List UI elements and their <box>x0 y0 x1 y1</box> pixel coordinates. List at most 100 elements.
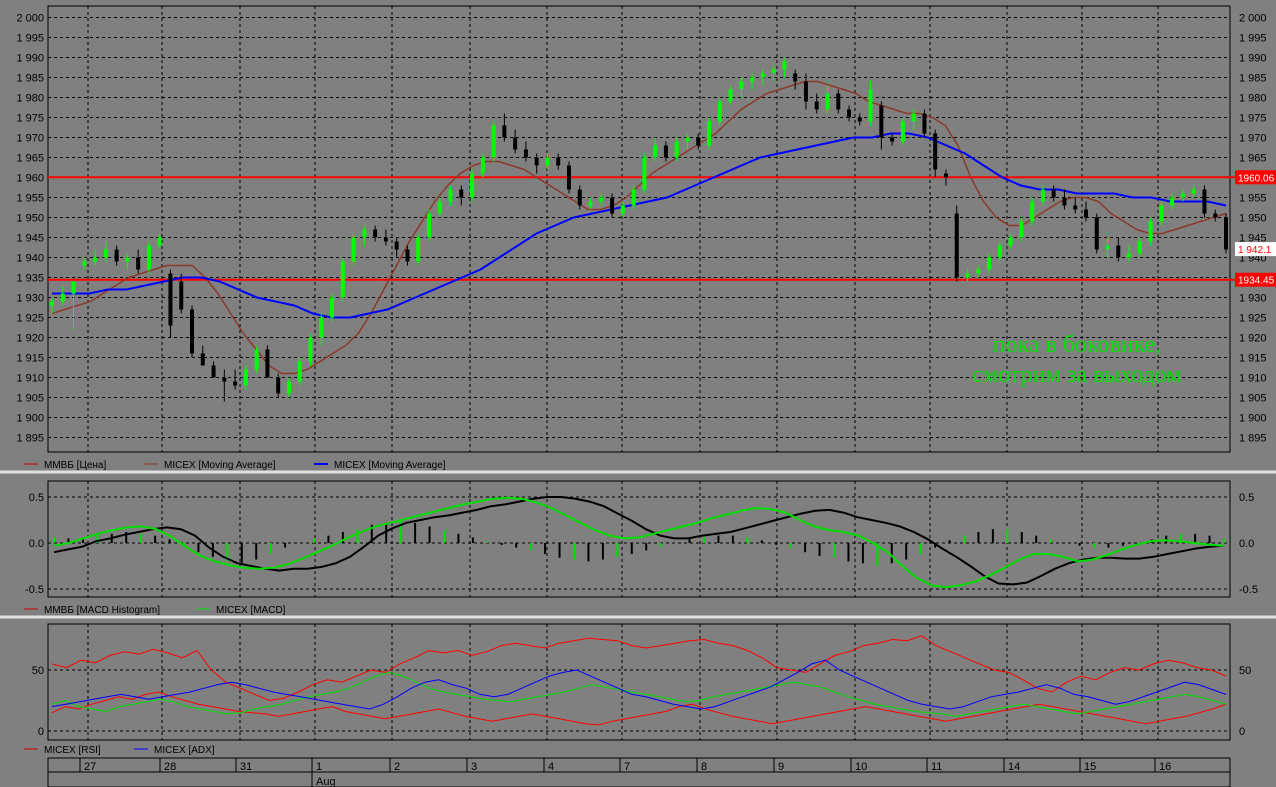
date-label: 31 <box>240 761 252 773</box>
candle-up <box>987 257 992 270</box>
candle-up <box>588 201 593 206</box>
price-axis-left: 1 895 1 900 1 905 1 910 1 915 1 920 1 925 1 930… <box>16 13 44 445</box>
candle-up <box>319 317 324 338</box>
candle-up <box>1030 201 1035 222</box>
candle-up <box>480 157 485 174</box>
candle-up <box>491 125 496 158</box>
candle-down <box>222 377 227 382</box>
y-tick-label: 0.0 <box>1239 538 1254 550</box>
candle-down <box>233 381 238 386</box>
candle-up <box>254 349 259 370</box>
y-tick-label: 1 965 <box>16 153 44 165</box>
annotation-line-1: пока в боковике, <box>993 332 1162 358</box>
price-panel: 1 895 1 900 1 905 1 910 1 915 1 920 1 925 1 930… <box>16 5 1276 453</box>
date-label: 11 <box>931 761 942 773</box>
level-tag-label: 1960.06 <box>1238 173 1275 184</box>
macd-legend: ММВБ [MACD Histogram] MICEX [MACD] <box>24 605 286 616</box>
candle-up <box>297 361 302 382</box>
candle-up <box>782 61 787 70</box>
y-tick-label: 1 985 <box>1239 73 1267 85</box>
y-tick-label: 50 <box>32 665 44 677</box>
candle-up <box>750 77 755 82</box>
legend-label: MICEX [Moving Average] <box>334 460 446 471</box>
candle-down <box>1051 189 1056 198</box>
candle-up <box>771 69 776 74</box>
macd-signal-line <box>53 496 1225 586</box>
date-label: 27 <box>84 761 96 773</box>
candle-up <box>1105 245 1110 250</box>
candle-down <box>577 189 582 206</box>
candle-up <box>351 237 356 262</box>
candle-up <box>674 141 679 158</box>
candle-up <box>1040 189 1045 202</box>
candle-down <box>373 229 378 238</box>
rsi-axis-left: 50 0 <box>32 665 44 738</box>
y-tick-label: 1 955 <box>16 193 44 205</box>
candle-down <box>943 173 948 178</box>
y-tick-label: 2 000 <box>1239 13 1267 25</box>
candle-down <box>190 309 195 354</box>
rsi-line <box>51 635 1227 702</box>
candle-up <box>997 245 1002 258</box>
y-tick-label: 1 895 <box>1239 433 1267 445</box>
candle-up <box>82 261 87 266</box>
y-tick-label: 1 925 <box>1239 313 1267 325</box>
y-tick-label: 1 980 <box>16 93 44 105</box>
month-label: Aug <box>316 776 336 787</box>
ma-long-line <box>52 132 1227 319</box>
candle-down <box>857 117 862 122</box>
candle-up <box>340 261 345 298</box>
date-label: 3 <box>471 761 477 773</box>
date-label: 4 <box>548 761 554 773</box>
candle-up <box>911 113 916 122</box>
candle-up <box>707 121 712 146</box>
price-axis-right: 1 895 1 900 1 905 1 910 1 915 1 920 1 925 1 930… <box>1239 13 1267 445</box>
candle-up <box>760 73 765 78</box>
macd-line <box>53 496 1225 589</box>
date-axis: 27 28 31 1 2 3 4 7 8 9 10 11 14 15 16 Aug <box>47 757 1231 787</box>
candle-up <box>965 273 970 278</box>
candle-up <box>60 293 65 302</box>
candle-down <box>1083 209 1088 218</box>
y-tick-label: 1 930 <box>16 293 44 305</box>
candle-down <box>534 157 539 166</box>
y-tick-label: 1 990 <box>1239 53 1267 65</box>
candle-up <box>1170 197 1175 206</box>
date-label: 8 <box>701 761 707 773</box>
y-tick-label: 1 945 <box>16 233 44 245</box>
candle-down <box>1213 213 1218 218</box>
legend-label: MICEX [RSI] <box>44 745 101 756</box>
candle-down <box>200 353 205 366</box>
candle-up <box>1159 205 1164 222</box>
y-tick-label: 1 980 <box>1239 93 1267 105</box>
y-tick-label: 1 990 <box>16 53 44 65</box>
candle-up <box>448 189 453 202</box>
date-ticks: 27 28 31 1 2 3 4 7 8 9 10 11 14 15 16 <box>48 758 1230 787</box>
y-tick-label: 1 955 <box>1239 193 1267 205</box>
candle-down <box>211 365 216 378</box>
candle-up <box>308 337 313 362</box>
y-tick-label: 1 945 <box>1239 233 1267 245</box>
candle-down <box>136 257 141 270</box>
green-line <box>51 671 1227 717</box>
candle-up <box>330 297 335 318</box>
candle-up <box>1127 253 1132 258</box>
candle-down <box>836 93 841 110</box>
candle-down <box>556 157 561 166</box>
macd-panel: 0.5 0.0 -0.5 0.5 0.0 -0.5 <box>25 480 1258 598</box>
y-tick-label: 1 905 <box>16 393 44 405</box>
y-tick-label: 1 910 <box>1239 373 1267 385</box>
candle-down <box>1202 189 1207 214</box>
candle-up <box>50 301 54 306</box>
legend-label: MICEX [Moving Average] <box>164 460 276 471</box>
candle-down <box>793 73 798 82</box>
candle-up <box>599 197 604 202</box>
candle-up <box>642 157 647 190</box>
date-label: 10 <box>855 761 867 773</box>
macd-axis-right: 0.5 0.0 -0.5 <box>1239 492 1258 596</box>
y-tick-label: 0 <box>1239 726 1245 738</box>
candle-up <box>437 201 442 214</box>
annotation-line-2: смотрим за выходом <box>972 362 1181 388</box>
level-tag-label: 1934.45 <box>1238 276 1275 287</box>
